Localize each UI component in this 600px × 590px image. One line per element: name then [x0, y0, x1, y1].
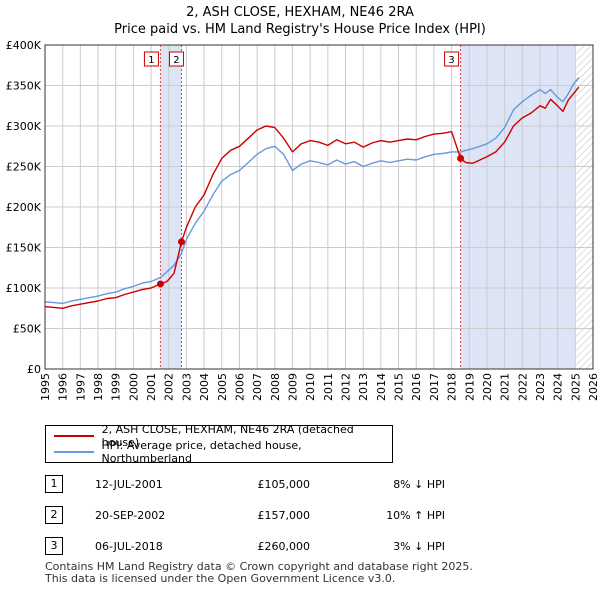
y-tick-label: £150K	[6, 242, 42, 255]
x-tick-label: 2017	[428, 373, 441, 401]
legend-swatch-hpi	[54, 451, 94, 453]
sale-point	[457, 154, 465, 162]
footer-copyright: Contains HM Land Registry data © Crown c…	[45, 560, 473, 573]
x-tick-label: 1996	[57, 373, 70, 401]
chart-subtitle: Price paid vs. HM Land Registry's House …	[114, 22, 486, 37]
chart-legend: 2, ASH CLOSE, HEXHAM, NE46 2RA (detached…	[45, 423, 393, 465]
x-tick-label: 2001	[145, 373, 158, 401]
x-tick-label: 1999	[110, 373, 123, 401]
transaction-hpi: 8% ↓ HPI	[393, 478, 445, 491]
event-label-box	[168, 51, 184, 67]
transaction-date: 06-JUL-2018	[95, 540, 163, 553]
transaction-date: 20-SEP-2002	[95, 509, 166, 522]
transaction-hpi: 10% ↑ HPI	[386, 509, 445, 522]
sale-point	[156, 280, 164, 288]
x-tick-label: 1998	[92, 373, 105, 401]
chart-title: 2, ASH CLOSE, HEXHAM, NE46 2RA	[186, 5, 414, 20]
event-label: 1	[148, 55, 154, 66]
x-tick-label: 2002	[163, 373, 176, 401]
transaction-date: 12-JUL-2001	[95, 478, 163, 491]
x-tick-label: 2018	[446, 373, 459, 401]
legend-item-hpi: HPI: Average price, detached house, Nort…	[54, 439, 392, 465]
y-tick-label: £250K	[6, 161, 42, 174]
event-label: 3	[448, 55, 454, 66]
x-tick-label: 2013	[357, 373, 370, 401]
x-tick-label: 2020	[481, 373, 494, 401]
transaction-price: £157,000	[257, 509, 311, 522]
event-label: 2	[173, 55, 179, 66]
y-tick-label: £400K	[6, 39, 42, 52]
y-tick-label: £350K	[6, 80, 42, 93]
transaction-row: 2 20-SEP-2002 £157,000 10% ↑ HPI	[45, 506, 465, 525]
x-tick-label: 1997	[74, 373, 87, 401]
x-tick-label: 2014	[375, 373, 388, 401]
x-tick-label: 2009	[286, 373, 299, 401]
transaction-number: 2	[45, 506, 63, 524]
y-tick-label: £100K	[6, 282, 42, 295]
x-tick-label: 2003	[180, 373, 193, 401]
transaction-price: £260,000	[257, 540, 311, 553]
event-label-box	[444, 51, 460, 67]
x-tick-label: 2025	[569, 373, 582, 401]
x-tick-label: 2005	[216, 373, 229, 401]
plot-border	[44, 44, 594, 370]
footer-licence: This data is licensed under the Open Gov…	[45, 572, 396, 585]
x-tick-label: 2024	[552, 373, 565, 401]
transaction-price: £105,000	[257, 478, 311, 491]
x-tick-label: 1995	[39, 373, 52, 401]
x-tick-label: 2022	[516, 373, 529, 401]
x-tick-label: 2023	[534, 373, 547, 401]
transaction-hpi: 3% ↓ HPI	[393, 540, 445, 553]
x-tick-label: 2015	[393, 373, 406, 401]
transaction-row: 1 12-JUL-2001 £105,000 8% ↓ HPI	[45, 475, 465, 494]
x-tick-label: 2011	[322, 373, 335, 401]
x-tick-label: 2010	[304, 373, 317, 401]
x-tick-label: 2006	[233, 373, 246, 401]
y-tick-label: £300K	[6, 120, 42, 133]
y-tick-label: £0	[27, 363, 41, 376]
x-tick-label: 2008	[269, 373, 282, 401]
legend-label-property: 2, ASH CLOSE, HEXHAM, NE46 2RA (detached…	[101, 423, 354, 449]
transaction-number: 1	[45, 475, 63, 493]
y-tick-label: £50K	[13, 323, 42, 336]
price-chart: 1 2 3 £0 £50K £100K £150K £200K £250K £300K £350K £…	[6, 39, 600, 401]
x-tick-label: 2004	[198, 373, 211, 401]
sale-point	[177, 238, 185, 246]
x-tick-label: 2021	[499, 373, 512, 401]
series-line-property	[44, 86, 580, 309]
y-tick-label: £200K	[6, 201, 42, 214]
x-tick-label: 2007	[251, 373, 264, 401]
legend-label-hpi: HPI: Average price, detached house, Nort…	[101, 439, 302, 465]
legend-swatch-property	[54, 435, 94, 437]
transaction-row: 3 06-JUL-2018 £260,000 3% ↓ HPI	[45, 537, 465, 556]
series-line-hpi	[44, 76, 580, 305]
x-tick-label: 2012	[340, 373, 353, 401]
x-tick-label: 2000	[127, 373, 140, 401]
transaction-number: 3	[45, 537, 63, 555]
x-tick-label: 2016	[410, 373, 423, 401]
event-label-box	[143, 51, 159, 67]
legend-item-property: 2, ASH CLOSE, HEXHAM, NE46 2RA (detached…	[54, 423, 392, 449]
x-tick-label: 2019	[463, 373, 476, 401]
x-tick-label: 2026	[587, 373, 600, 401]
